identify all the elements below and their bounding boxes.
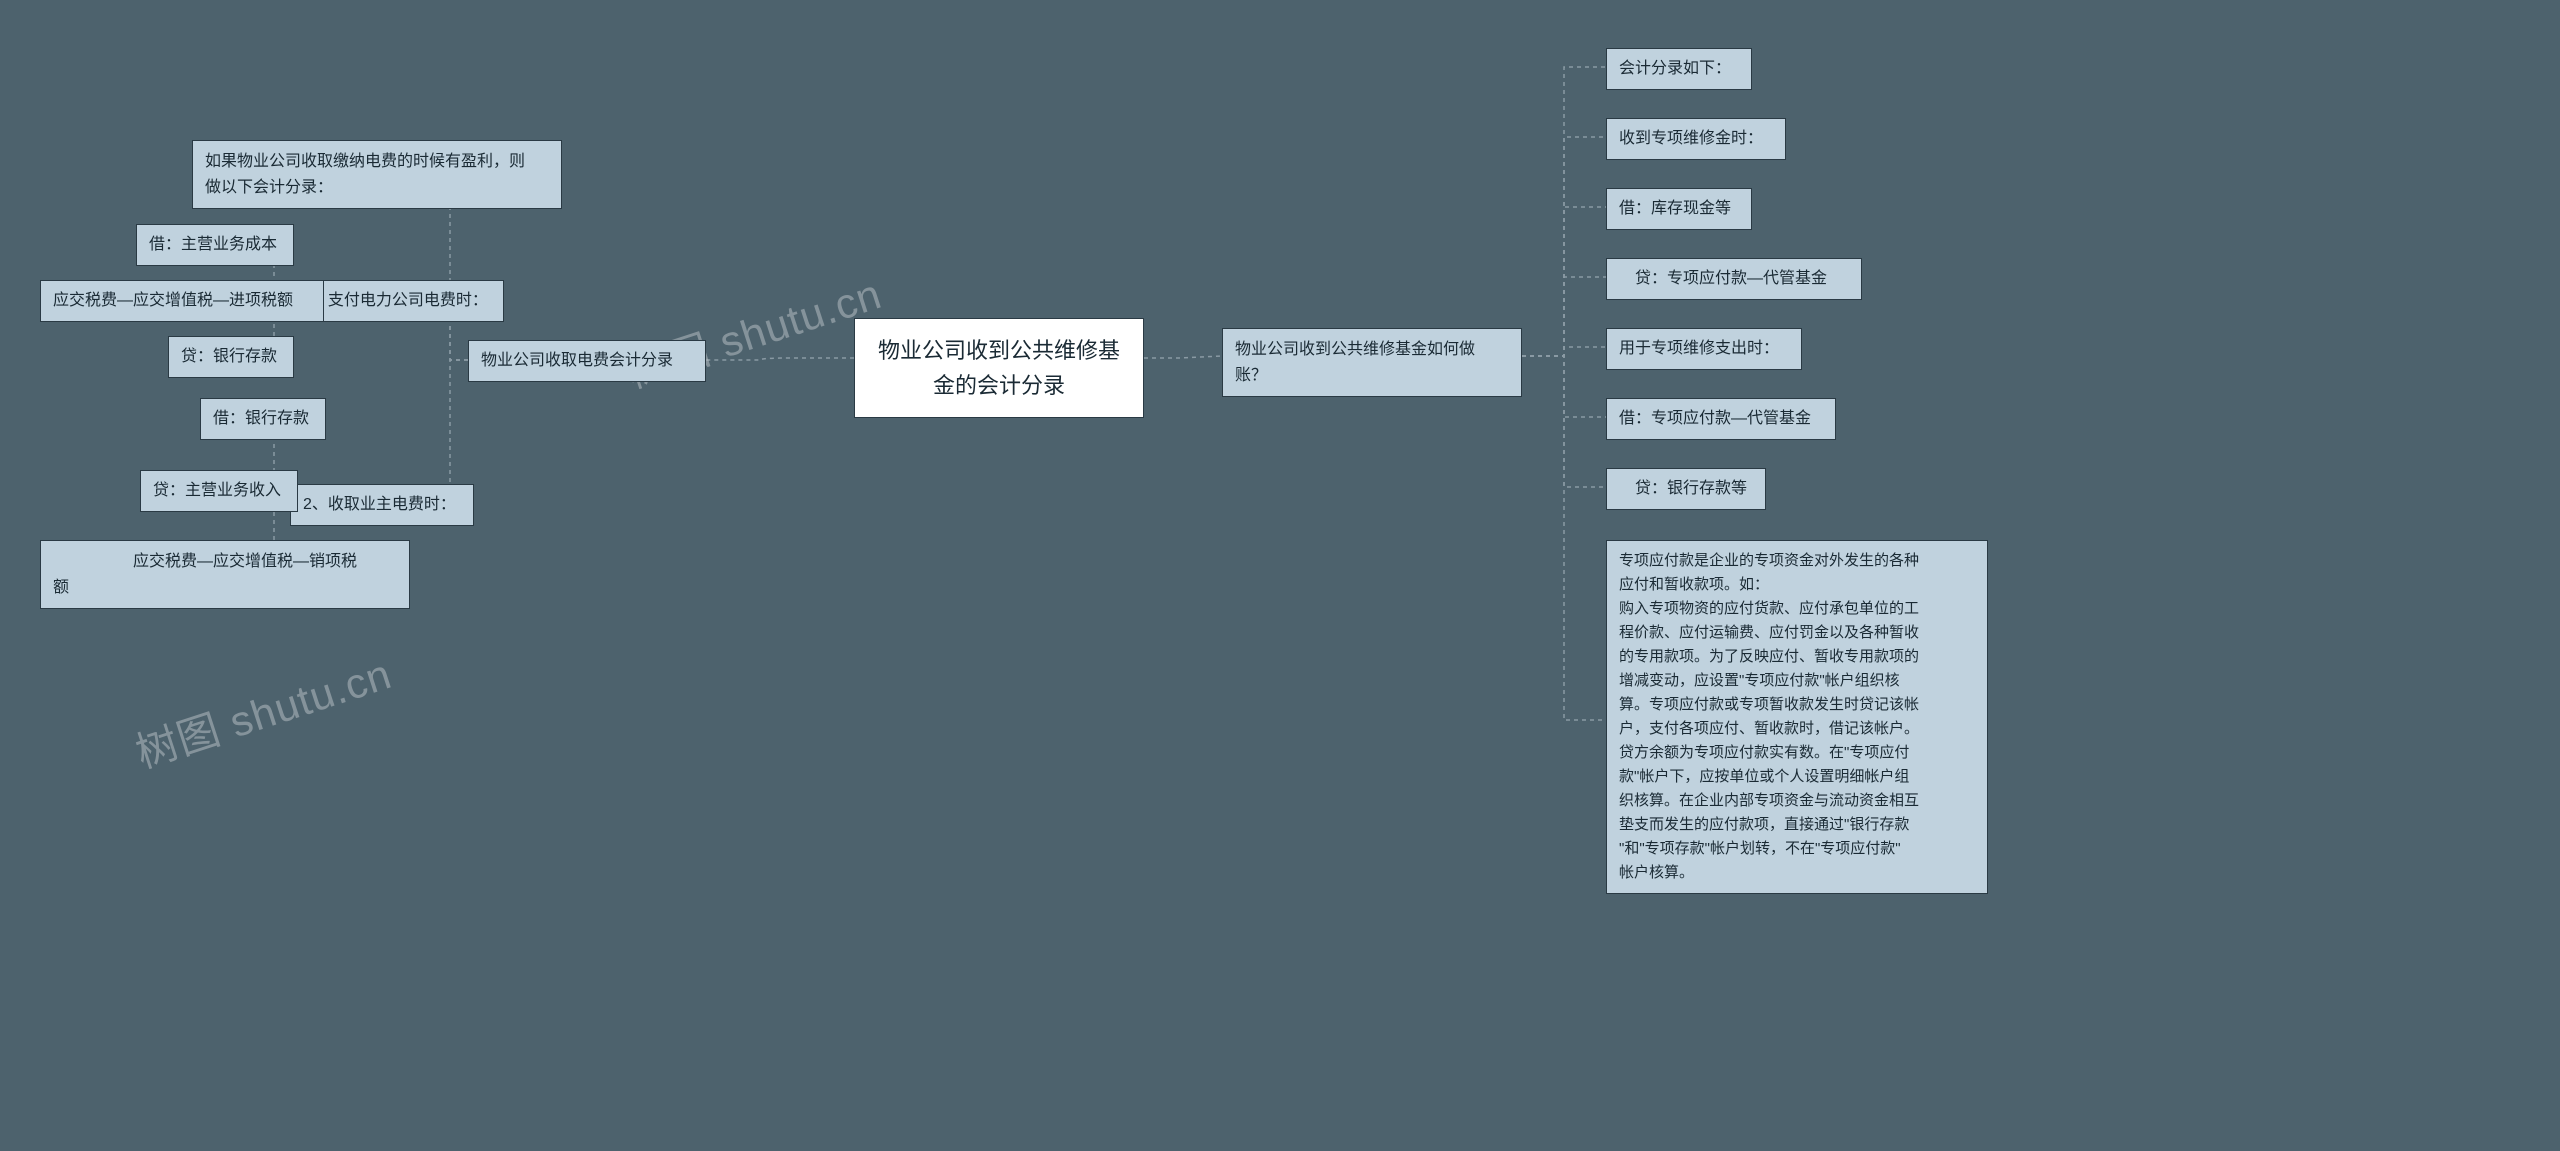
r6-text: 借：专项应付款—代管基金 — [1619, 410, 1811, 427]
r8-text: 专项应付款是企业的专项资金对外发生的各种应付和暂收款项。如：购入专项物资的应付货… — [1619, 552, 1919, 881]
r3-text: 借：库存现金等 — [1619, 200, 1731, 217]
root-text: 物业公司收到公共维修基金的会计分录 — [878, 338, 1120, 398]
l2c-node: 应交税费—应交增值税—销项税额 — [40, 540, 410, 609]
watermark: 树图 shutu.cn — [127, 640, 398, 780]
l1b-text: 应交税费—应交增值税—进项税额 — [53, 292, 293, 309]
r3-node: 借：库存现金等 — [1606, 188, 1752, 230]
left-main-node: 物业公司收取电费会计分录 — [468, 340, 706, 382]
l2b-node: 贷：主营业务收入 — [140, 470, 298, 512]
r6-node: 借：专项应付款—代管基金 — [1606, 398, 1836, 440]
l2a-text: 借：银行存款 — [213, 410, 309, 427]
left-intro-text: 如果物业公司收取缴纳电费的时候有盈利，则做以下会计分录： — [205, 153, 525, 196]
r2-node: 收到专项维修金时： — [1606, 118, 1786, 160]
l1-text: 1、支付电力公司电费时： — [303, 292, 488, 309]
l2c-text: 应交税费—应交增值税—销项税额 — [53, 553, 357, 596]
r7-node: 贷：银行存款等 — [1606, 468, 1766, 510]
l1c-text: 贷：银行存款 — [181, 348, 277, 365]
root-node: 物业公司收到公共维修基金的会计分录 — [854, 318, 1144, 418]
l2-node: 2、收取业主电费时： — [290, 484, 474, 526]
r8-node: 专项应付款是企业的专项资金对外发生的各种应付和暂收款项。如：购入专项物资的应付货… — [1606, 540, 1988, 894]
left-main-text: 物业公司收取电费会计分录 — [481, 352, 673, 369]
l1c-node: 贷：银行存款 — [168, 336, 294, 378]
l2b-text: 贷：主营业务收入 — [153, 482, 281, 499]
left-intro-node: 如果物业公司收取缴纳电费的时候有盈利，则做以下会计分录： — [192, 140, 562, 209]
r5-node: 用于专项维修支出时： — [1606, 328, 1802, 370]
r1-text: 会计分录如下： — [1619, 60, 1731, 77]
l2-text: 2、收取业主电费时： — [303, 496, 456, 513]
r4-node: 贷：专项应付款—代管基金 — [1606, 258, 1862, 300]
l1a-node: 借：主营业务成本 — [136, 224, 294, 266]
r1-node: 会计分录如下： — [1606, 48, 1752, 90]
right-main-text: 物业公司收到公共维修基金如何做账？ — [1235, 341, 1475, 384]
r4-text: 贷：专项应付款—代管基金 — [1619, 270, 1827, 287]
l1a-text: 借：主营业务成本 — [149, 236, 277, 253]
r5-text: 用于专项维修支出时： — [1619, 340, 1779, 357]
l2a-node: 借：银行存款 — [200, 398, 326, 440]
r2-text: 收到专项维修金时： — [1619, 130, 1763, 147]
right-main-node: 物业公司收到公共维修基金如何做账？ — [1222, 328, 1522, 397]
l1b-node: 应交税费—应交增值税—进项税额 — [40, 280, 324, 322]
r7-text: 贷：银行存款等 — [1619, 480, 1747, 497]
